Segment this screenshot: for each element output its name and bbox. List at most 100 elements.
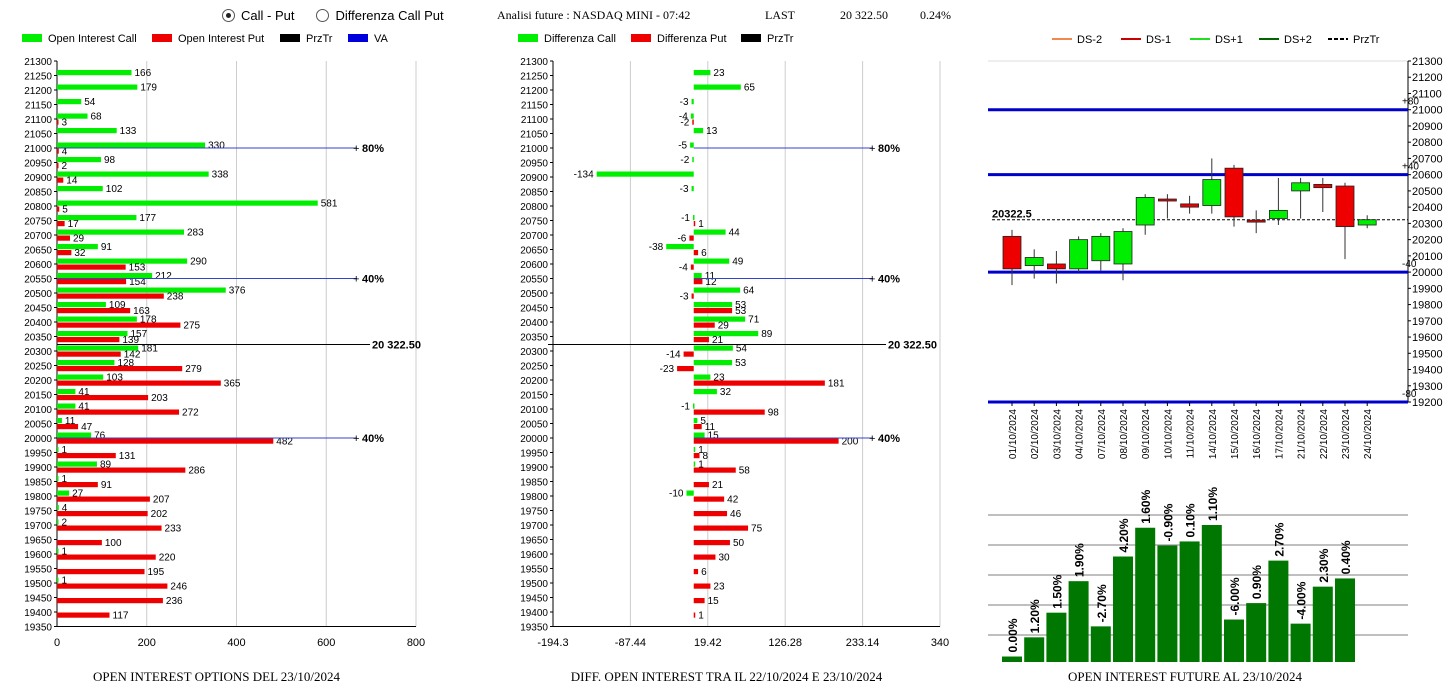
- candle-ytick-label: 20600: [1412, 170, 1443, 182]
- oi-call-bar: [57, 505, 59, 511]
- diff-call-bar: [693, 70, 711, 76]
- diff-put-value-label: 50: [733, 538, 745, 549]
- oi-put-value-label: 202: [151, 509, 168, 520]
- candle-body: [1024, 257, 1044, 267]
- diff-put-bar: [693, 409, 765, 415]
- diff-call-bar: [693, 389, 717, 395]
- candle-body: [1113, 231, 1133, 265]
- diff-call-bar: [692, 157, 694, 163]
- diff-strike-label: 21050: [520, 130, 548, 141]
- diff-call-bar: [693, 273, 702, 279]
- candle-ytick-label: 21200: [1412, 72, 1443, 84]
- diff-ref-marker: +: [869, 143, 875, 155]
- oi-call-bar: [57, 84, 138, 90]
- oi-call-bar: [57, 432, 92, 438]
- diff-call-bar: [666, 244, 694, 250]
- candle-body: [1335, 185, 1355, 228]
- diff-strike-label: 19350: [520, 623, 548, 634]
- oi-strike-label: 20700: [24, 231, 52, 242]
- header-title: Analisi future : NASDAQ MINI - 07:42: [497, 8, 691, 22]
- candle-body: [1313, 184, 1333, 189]
- candle-date-label: 15/10/2024: [1230, 409, 1241, 459]
- radio-selected-dot: [222, 9, 235, 22]
- diff-ref-marker: +: [869, 433, 875, 445]
- oi-call-value-label: 41: [78, 387, 90, 398]
- candle-body: [1091, 235, 1111, 262]
- candle-ytick-label: 19700: [1412, 316, 1443, 328]
- diff-put-value-label: 11: [705, 422, 716, 433]
- candle-date-label: 23/10/2024: [1341, 409, 1352, 459]
- oi-put-value-label: 32: [74, 248, 86, 259]
- candle-body: [1069, 239, 1088, 270]
- diff-strike-label: 19550: [520, 565, 548, 576]
- diff-strike-label: 20150: [520, 391, 548, 402]
- oi-put-bar: [57, 438, 274, 444]
- oi-strike-label: 19850: [24, 478, 52, 489]
- diff-strike-label: 19850: [520, 478, 548, 489]
- oi-put-value-label: 100: [105, 538, 122, 549]
- oi-ref-marker: +: [353, 274, 359, 286]
- diff-put-bar: [693, 612, 696, 618]
- oi-call-bar: [57, 171, 209, 177]
- oi-put-value-label: 91: [101, 480, 113, 491]
- oi-call-bar: [57, 128, 117, 134]
- oi-call-bar: [57, 490, 70, 496]
- diff-strike-label: 21150: [521, 101, 549, 112]
- oi-call-value-label: 89: [100, 460, 112, 471]
- diff-call-value-label: -10: [669, 489, 684, 500]
- diff-call-value-label: 65: [744, 83, 756, 94]
- diff-put-bar: [693, 583, 711, 589]
- radio-differenza[interactable]: Differenza Call Put: [316, 8, 444, 23]
- diff-call-value-label: 5: [700, 416, 706, 427]
- oi-put-bar: [57, 366, 183, 372]
- oi-call-value-label: 1: [62, 445, 68, 456]
- diff-ref-label: 40%: [878, 274, 900, 286]
- candle-body: [1202, 179, 1222, 206]
- diff-put-bar: [677, 366, 694, 372]
- diff-put-bar: [693, 250, 699, 256]
- oi-put-value-label: 195: [148, 567, 165, 578]
- oi-put-bar: [57, 467, 186, 473]
- oi-call-bar: [57, 273, 153, 279]
- diff-put-value-label: 21: [712, 335, 724, 346]
- oi-call-value-label: 1: [62, 576, 68, 587]
- oi-legend-swatch-3: [348, 34, 368, 42]
- candle-date-label: 11/10/2024: [1186, 409, 1197, 459]
- oi-put-value-label: 279: [185, 364, 202, 375]
- oi-xtick-label: 200: [138, 637, 156, 649]
- candle-ytick-label: 19200: [1412, 397, 1443, 409]
- diff-call-bar: [693, 287, 741, 293]
- diff-call-value-label: 49: [732, 257, 744, 268]
- oi-put-bar: [57, 569, 145, 575]
- oi-strike-label: 21200: [24, 86, 52, 97]
- oi-put-bar: [57, 598, 163, 604]
- radio-call-put-label: Call - Put: [241, 8, 295, 23]
- oi-put-value-label: 236: [166, 596, 183, 607]
- candle-legend-label-3: DS+2: [1284, 34, 1312, 46]
- oi-call-value-label: 128: [117, 358, 134, 369]
- oi-put-bar: [57, 221, 65, 227]
- diff-put-value-label: 15: [708, 596, 720, 607]
- oi-strike-label: 19550: [24, 565, 52, 576]
- future-bar: [1090, 626, 1111, 662]
- diff-put-value-label: 21: [712, 480, 724, 491]
- oi-put-bar: [57, 554, 156, 560]
- diff-legend-label-0: Differenza Call: [544, 33, 616, 45]
- future-bar: [1135, 527, 1156, 662]
- oi-call-value-label: 1: [62, 474, 68, 485]
- oi-put-bar: [57, 322, 181, 328]
- oi-call-bar: [57, 316, 137, 322]
- future-bar-label: 0.00%: [1006, 618, 1020, 652]
- diff-strike-label: 20950: [520, 159, 548, 170]
- diff-call-value-label: -134: [574, 170, 594, 181]
- oi-legend-swatch-1: [152, 34, 172, 42]
- diff-put-bar: [693, 554, 716, 560]
- radio-call-put[interactable]: Call - Put: [222, 8, 294, 23]
- oi-put-bar: [57, 482, 98, 488]
- diff-ref-marker: +: [869, 274, 875, 286]
- oi-put-bar: [57, 293, 164, 299]
- diff-put-bar: [693, 380, 825, 386]
- oi-strike-label: 20650: [24, 246, 52, 257]
- diff-call-bar: [693, 316, 746, 322]
- diff-strike-label: 20650: [520, 246, 548, 257]
